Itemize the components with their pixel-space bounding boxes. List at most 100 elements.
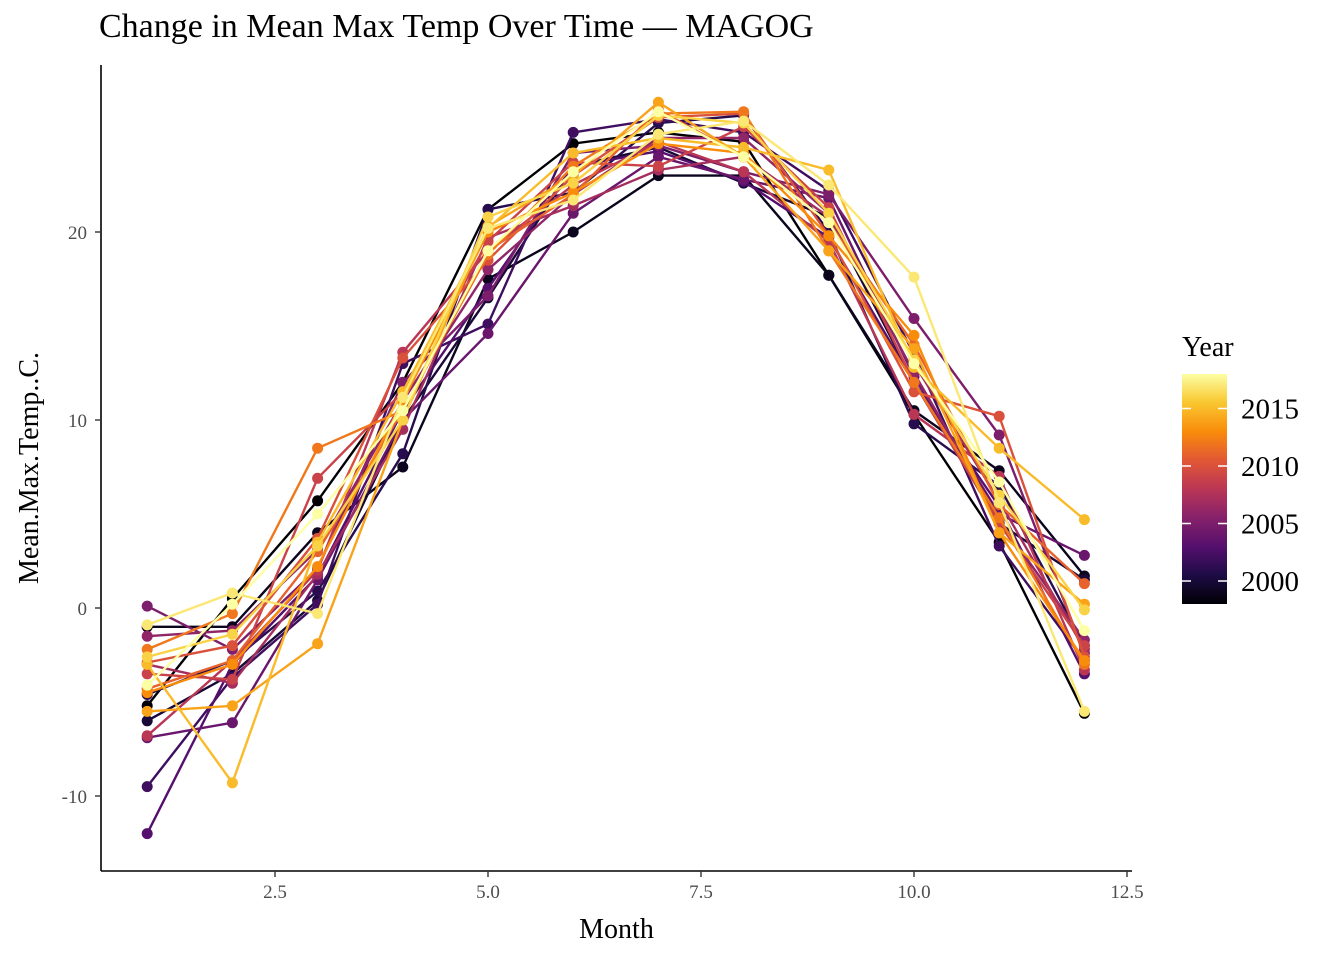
data-point: [141, 781, 153, 793]
series-2002: [141, 113, 1090, 793]
data-point: [141, 715, 153, 727]
data-point: [482, 318, 494, 330]
data-point: [141, 730, 153, 742]
data-point: [993, 527, 1005, 539]
data-point: [738, 132, 750, 144]
series-layer: [141, 96, 1090, 840]
series-line: [146, 110, 1086, 666]
series-2012: [141, 106, 1090, 670]
data-point: [141, 630, 153, 642]
data-point: [652, 96, 664, 108]
data-point: [312, 508, 324, 520]
data-point: [823, 230, 835, 242]
series-2015: [141, 132, 1090, 789]
data-point: [312, 495, 324, 507]
data-point: [567, 147, 579, 159]
data-point: [567, 226, 579, 238]
data-point: [226, 658, 238, 670]
x-tick-label: 12.5: [1110, 882, 1143, 903]
data-point: [993, 429, 1005, 441]
data-point: [397, 391, 409, 403]
data-point: [482, 211, 494, 223]
legend-label: 2005: [1241, 509, 1299, 541]
data-point: [567, 177, 579, 189]
series-line: [146, 110, 1086, 686]
data-point: [993, 512, 1005, 524]
y-tick-label: -10: [62, 787, 87, 808]
data-point: [908, 329, 920, 341]
data-point: [397, 352, 409, 364]
x-tick-label: 5.0: [476, 882, 500, 903]
data-point: [993, 497, 1005, 509]
data-point: [567, 126, 579, 138]
series-2003: [141, 145, 1090, 840]
data-point: [226, 717, 238, 729]
data-point: [567, 166, 579, 178]
data-point: [397, 414, 409, 426]
data-point: [141, 600, 153, 612]
series-line: [147, 174, 1086, 628]
data-point: [738, 151, 750, 163]
data-point: [141, 679, 153, 691]
chart-title: Change in Mean Max Temp Over Time — MAGO…: [99, 8, 814, 45]
data-point: [1078, 705, 1090, 717]
data-point: [226, 608, 238, 620]
data-point: [1078, 655, 1090, 667]
series-line: [146, 155, 1085, 739]
series-line: [146, 142, 1086, 694]
data-point: [482, 203, 494, 215]
data-point: [993, 476, 1005, 488]
data-point: [312, 638, 324, 650]
data-point: [823, 245, 835, 257]
legend-label: 2000: [1241, 566, 1299, 598]
data-point: [226, 673, 238, 685]
data-point: [1078, 578, 1090, 590]
data-point: [226, 700, 238, 712]
y-tick-label: 10: [68, 411, 87, 432]
series-line: [146, 114, 1086, 659]
data-point: [226, 598, 238, 610]
data-point: [226, 640, 238, 652]
data-point: [312, 472, 324, 484]
data-point: [993, 410, 1005, 422]
data-point: [652, 151, 664, 163]
data-point: [1078, 549, 1090, 561]
data-point: [738, 106, 750, 118]
data-point: [823, 164, 835, 176]
series-2018: [141, 106, 1090, 691]
data-point: [141, 668, 153, 680]
series-line: [146, 140, 1086, 737]
y-axis-title: Mean.Max.Temp..C.: [14, 352, 45, 584]
series-line: [146, 108, 1086, 690]
axes-layer: 2.5 5.0 7.5 10.0 12.5 -10 0 10 20 Month Mean.Max.T…: [14, 65, 1144, 945]
series-line: [146, 146, 1086, 722]
data-point: [823, 217, 835, 229]
series-2017: [141, 115, 1090, 717]
data-point: [397, 405, 409, 417]
data-point: [993, 540, 1005, 552]
data-point: [567, 194, 579, 206]
data-point: [482, 290, 494, 302]
data-point: [312, 442, 324, 454]
data-point: [823, 207, 835, 219]
data-point: [482, 328, 494, 339]
data-point: [823, 269, 835, 281]
data-point: [738, 115, 750, 127]
data-point: [823, 188, 835, 200]
y-tick-label: 0: [78, 599, 88, 620]
legend-label: 2015: [1241, 394, 1299, 426]
data-point: [652, 106, 664, 118]
x-tick-label: 10.0: [897, 882, 930, 903]
data-point: [738, 173, 750, 185]
y-tick-label: 20: [68, 223, 87, 244]
legend-title: Year: [1182, 332, 1234, 363]
data-point: [738, 141, 750, 153]
data-point: [823, 179, 835, 191]
data-point: [482, 264, 494, 276]
data-point: [908, 343, 920, 355]
data-point: [908, 271, 920, 283]
data-point: [908, 376, 920, 388]
data-point: [141, 705, 153, 717]
data-point: [908, 408, 920, 420]
